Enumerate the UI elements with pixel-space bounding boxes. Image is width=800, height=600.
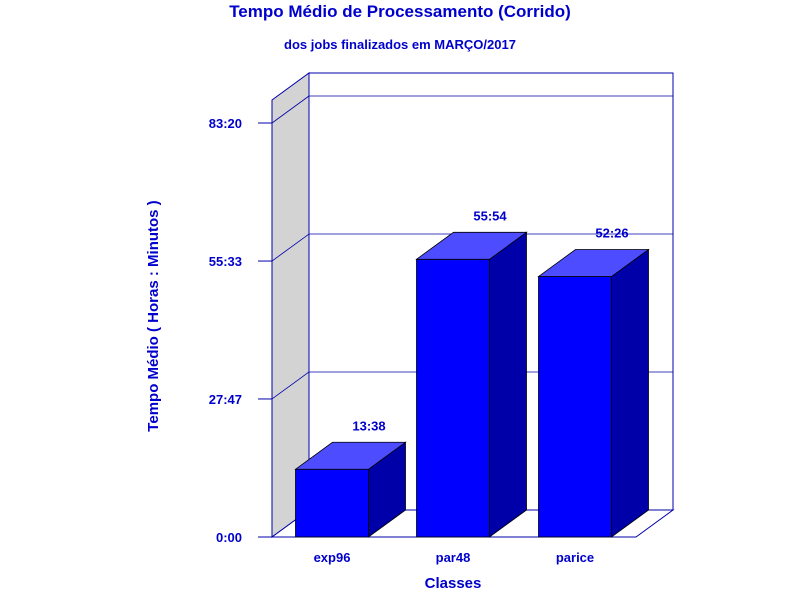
y-axis-label: Tempo Médio ( Horas : Minutos ) xyxy=(145,200,162,431)
x-tick-label: par48 xyxy=(436,550,471,565)
bar-par48 xyxy=(415,231,528,538)
gridline-diagonal xyxy=(271,371,310,400)
bar-front xyxy=(416,258,490,538)
data-label: 52:26 xyxy=(595,226,628,241)
bar-side xyxy=(611,248,649,538)
chart-title: Tempo Médio de Processamento (Corrido) xyxy=(229,2,571,21)
y-tick-label: 0:00 xyxy=(216,530,242,545)
x-tick-label: parice xyxy=(556,550,594,565)
data-labels: 13:38 55:54 52:26 xyxy=(352,208,628,433)
chart-subtitle: dos jobs finalizados em MARÇO/2017 xyxy=(284,37,516,52)
bar-front xyxy=(295,468,369,538)
bars xyxy=(294,231,650,538)
bar-front xyxy=(538,276,612,538)
data-label: 13:38 xyxy=(352,418,385,433)
gridline-diagonal xyxy=(271,95,310,124)
y-tick-label: 83:20 xyxy=(209,116,242,131)
x-axis-label: Classes xyxy=(425,575,482,592)
bar-exp96 xyxy=(294,441,407,538)
y-axis: 0:00 27:47 55:33 83:20 xyxy=(209,100,273,545)
bar-top xyxy=(294,441,407,470)
y-tick-label: 27:47 xyxy=(209,392,242,407)
bar-parice xyxy=(537,248,650,538)
bar-side xyxy=(489,231,527,538)
data-label: 55:54 xyxy=(473,208,507,223)
y-tick-label: 55:33 xyxy=(209,254,242,269)
bar-top xyxy=(537,249,650,277)
gridline-diagonal xyxy=(271,233,310,262)
bar-top xyxy=(415,231,528,260)
x-axis: exp96 par48 parice xyxy=(314,550,595,565)
x-tick-label: exp96 xyxy=(314,550,351,565)
